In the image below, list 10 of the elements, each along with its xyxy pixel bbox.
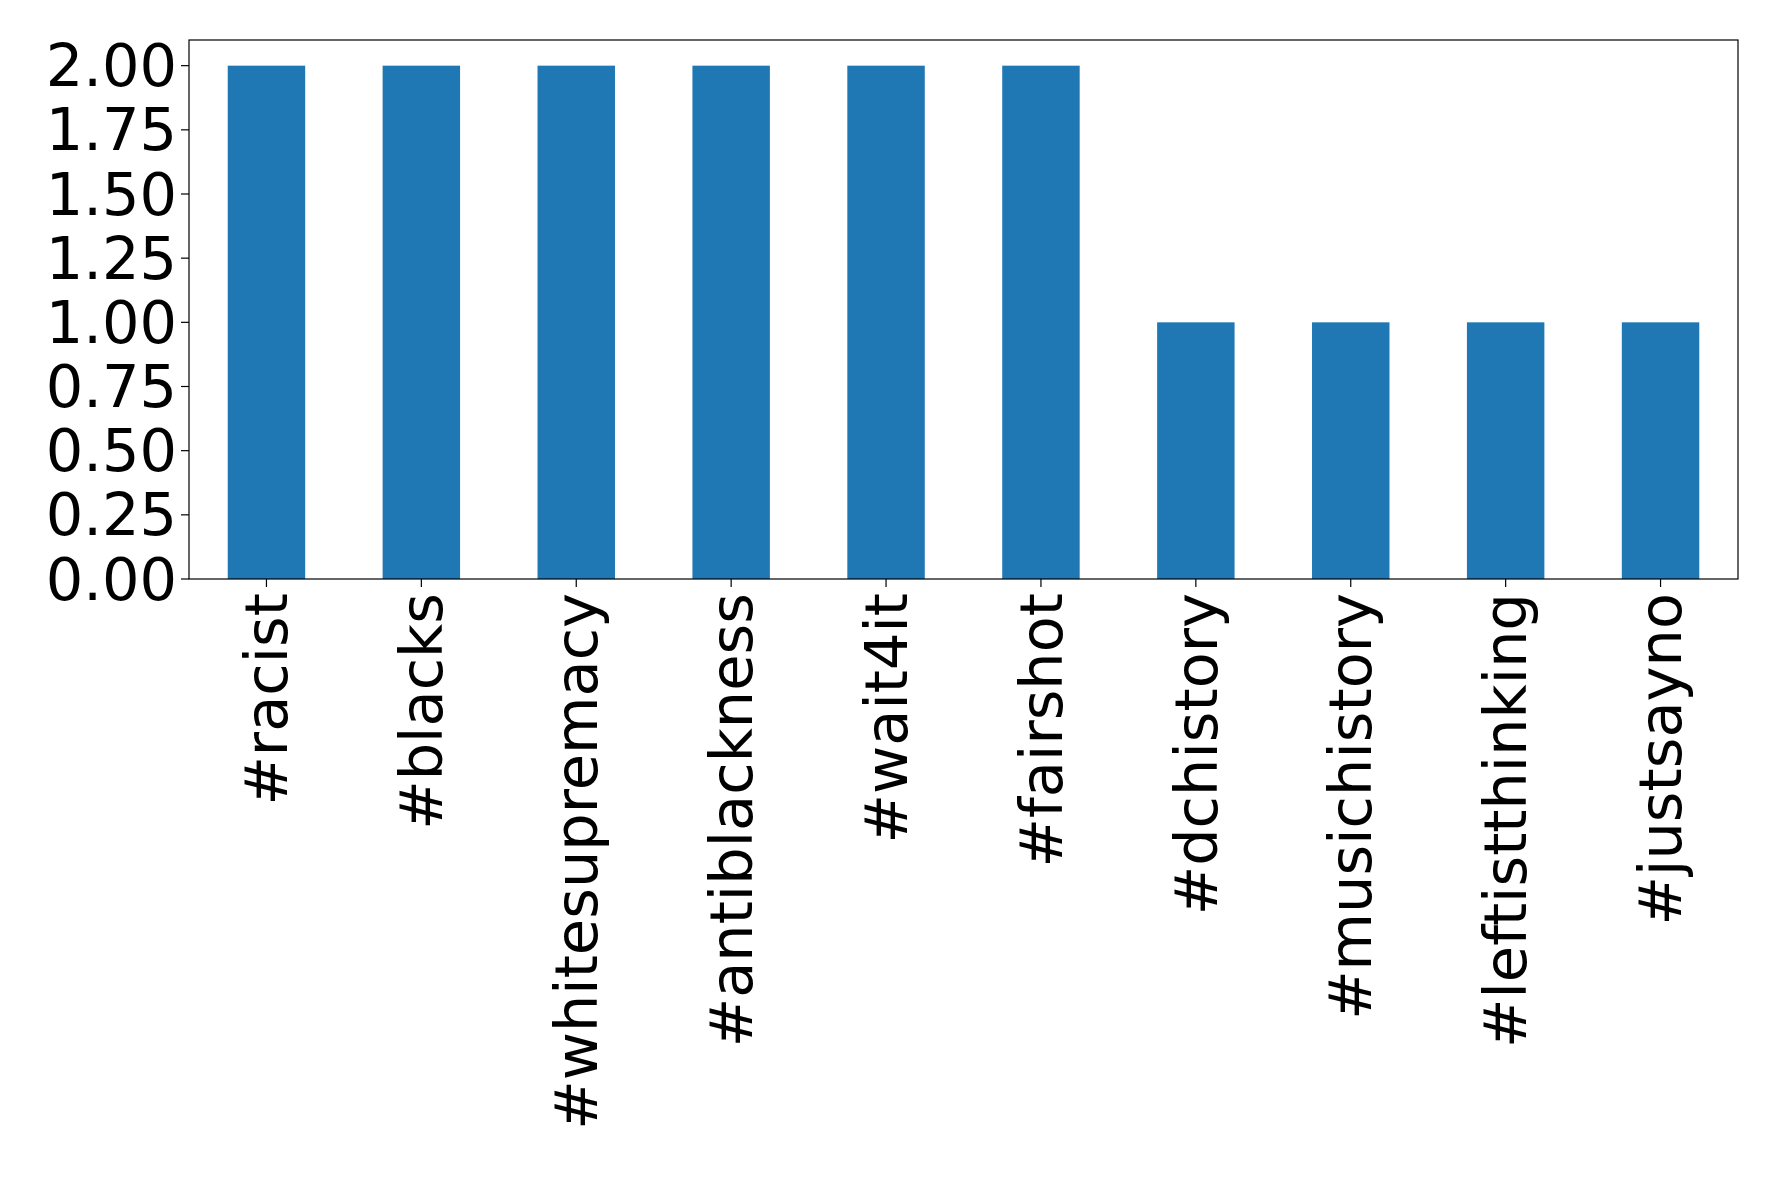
x-tick-label: #musichistory: [1316, 593, 1386, 1020]
x-tick-label: #leftistthinking: [1471, 593, 1541, 1048]
x-tick-label: #fairshot: [1006, 593, 1076, 868]
x-tick-label: #justsayno: [1626, 593, 1696, 926]
x-tick-label: #antiblackness: [696, 593, 766, 1048]
x-tick-label: #dchistory: [1161, 593, 1231, 916]
x-tick-label: #blacks: [387, 593, 456, 830]
x-tick-label: #wait4it: [851, 593, 921, 844]
x-tick-label: #whitesupremacy: [541, 593, 611, 1130]
x-tick-label: #racist: [232, 593, 302, 806]
